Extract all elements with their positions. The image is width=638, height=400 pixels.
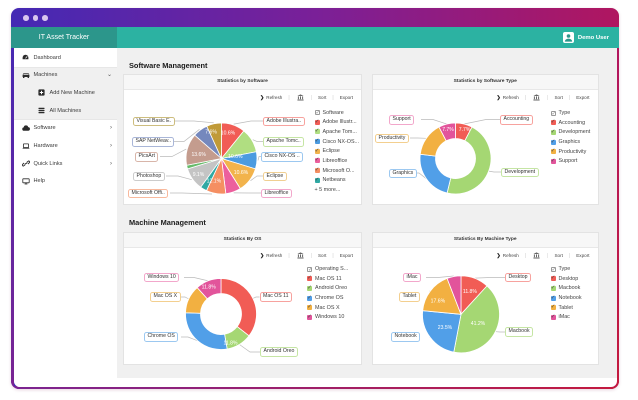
svg-text:7.7%: 7.7% bbox=[459, 127, 471, 133]
svg-text:10.6%: 10.6% bbox=[228, 154, 243, 160]
svg-text:10.6%: 10.6% bbox=[221, 130, 236, 136]
svg-text:11.8%: 11.8% bbox=[223, 340, 238, 346]
svg-text:11.8%: 11.8% bbox=[463, 289, 478, 295]
svg-text:11.8%: 11.8% bbox=[202, 284, 217, 290]
svg-text:13.6%: 13.6% bbox=[191, 151, 206, 157]
svg-text:9.1%: 9.1% bbox=[193, 172, 205, 178]
svg-text:12.1%: 12.1% bbox=[207, 178, 222, 184]
svg-text:23.5%: 23.5% bbox=[438, 324, 453, 330]
svg-text:10.6%: 10.6% bbox=[234, 170, 249, 176]
svg-text:7.7%: 7.7% bbox=[442, 127, 454, 133]
svg-text:41.2%: 41.2% bbox=[471, 321, 486, 327]
svg-text:17.6%: 17.6% bbox=[431, 298, 446, 304]
svg-text:7.6%: 7.6% bbox=[205, 129, 217, 135]
